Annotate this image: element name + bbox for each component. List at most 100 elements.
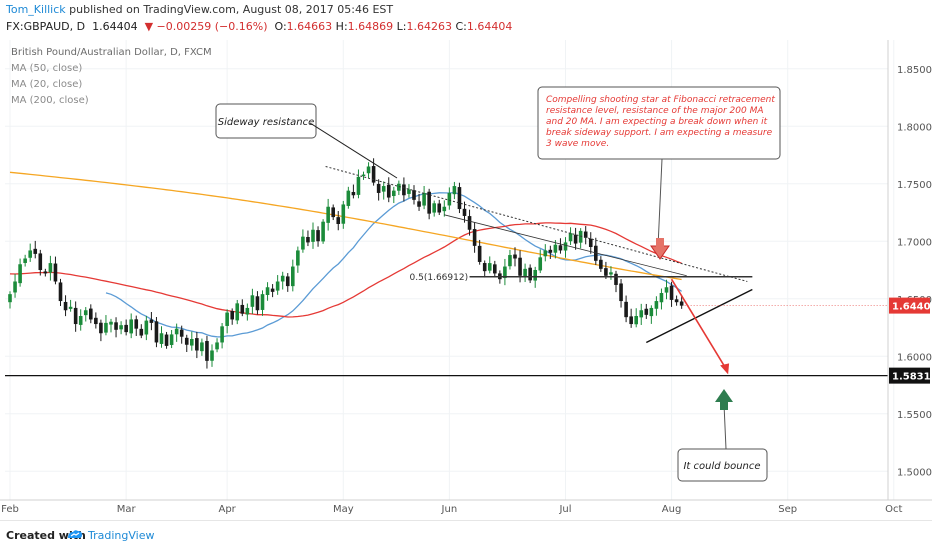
- tradingview-brand[interactable]: TradingView: [88, 529, 155, 542]
- candlestick[interactable]: [644, 303, 649, 319]
- candlestick[interactable]: [265, 282, 270, 301]
- candlestick[interactable]: [397, 180, 401, 196]
- candlestick[interactable]: [220, 322, 224, 349]
- candlestick[interactable]: [124, 319, 128, 336]
- candlestick[interactable]: [89, 304, 93, 324]
- candlestick[interactable]: [664, 279, 669, 300]
- candlestick[interactable]: [503, 258, 507, 286]
- candlestick[interactable]: [381, 181, 386, 200]
- candlestick[interactable]: [68, 299, 73, 312]
- candlestick[interactable]: [134, 315, 139, 336]
- candlestick[interactable]: [83, 307, 88, 322]
- candlestick[interactable]: [240, 299, 245, 317]
- candlestick[interactable]: [639, 303, 644, 325]
- candlestick[interactable]: [447, 187, 452, 210]
- candlestick[interactable]: [417, 193, 421, 211]
- candlestick[interactable]: [255, 291, 260, 315]
- candlestick[interactable]: [8, 291, 12, 309]
- candlestick[interactable]: [679, 295, 684, 309]
- candlestick[interactable]: [331, 204, 335, 221]
- candlestick[interactable]: [538, 249, 543, 274]
- candlestick[interactable]: [154, 317, 159, 348]
- candlestick[interactable]: [346, 186, 351, 209]
- candlestick[interactable]: [412, 185, 416, 205]
- candlestick[interactable]: [467, 209, 472, 236]
- candlestick[interactable]: [583, 226, 588, 245]
- candlestick[interactable]: [659, 288, 664, 310]
- candlestick[interactable]: [311, 222, 315, 249]
- candlestick[interactable]: [280, 271, 285, 290]
- candlestick[interactable]: [250, 288, 255, 315]
- candlestick[interactable]: [230, 308, 234, 325]
- candlestick[interactable]: [599, 256, 603, 272]
- candlestick[interactable]: [568, 227, 573, 245]
- candlestick[interactable]: [159, 326, 164, 348]
- candlestick[interactable]: [306, 230, 310, 247]
- candlestick[interactable]: [457, 182, 462, 214]
- candlestick[interactable]: [190, 331, 194, 351]
- candlestick[interactable]: [260, 290, 265, 316]
- candlestick[interactable]: [493, 260, 497, 278]
- candlestick[interactable]: [508, 249, 512, 270]
- candlestick[interactable]: [472, 222, 477, 253]
- candlestick[interactable]: [619, 279, 623, 308]
- candlestick[interactable]: [13, 273, 17, 298]
- candlestick[interactable]: [109, 318, 113, 333]
- candlestick[interactable]: [376, 179, 381, 201]
- candlestick[interactable]: [129, 313, 133, 339]
- candlestick[interactable]: [609, 266, 613, 280]
- candlestick[interactable]: [366, 162, 371, 179]
- candlestick[interactable]: [296, 246, 300, 273]
- candlestick[interactable]: [184, 334, 189, 352]
- candlestick[interactable]: [548, 245, 553, 259]
- candlestick[interactable]: [316, 226, 320, 247]
- candlestick[interactable]: [210, 344, 214, 367]
- candlestick[interactable]: [614, 270, 618, 293]
- candlestick[interactable]: [326, 198, 330, 231]
- candlestick[interactable]: [179, 325, 184, 344]
- candlestick[interactable]: [432, 200, 436, 217]
- candlestick[interactable]: [654, 296, 659, 316]
- candlestick[interactable]: [48, 255, 53, 281]
- candlestick[interactable]: [78, 309, 83, 331]
- candlestick[interactable]: [291, 259, 295, 292]
- candlestick[interactable]: [195, 331, 199, 359]
- candlestick[interactable]: [462, 201, 467, 223]
- candlestick[interactable]: [487, 256, 492, 274]
- candlestick[interactable]: [437, 199, 442, 216]
- candlestick[interactable]: [523, 263, 527, 283]
- candlestick[interactable]: [169, 330, 174, 349]
- candlestick[interactable]: [624, 295, 628, 323]
- candlestick[interactable]: [558, 238, 563, 254]
- candlestick[interactable]: [144, 315, 149, 341]
- candlestick[interactable]: [174, 323, 179, 342]
- candlestick[interactable]: [245, 303, 250, 321]
- candlestick[interactable]: [58, 278, 63, 306]
- candlestick[interactable]: [407, 184, 411, 198]
- candlestick[interactable]: [28, 243, 32, 262]
- candlestick[interactable]: [392, 186, 396, 204]
- candlestick[interactable]: [427, 188, 431, 220]
- candlestick[interactable]: [104, 315, 108, 336]
- candlestick[interactable]: [351, 184, 356, 199]
- candlestick[interactable]: [356, 169, 361, 199]
- candlestick[interactable]: [588, 232, 593, 254]
- candlestick[interactable]: [669, 281, 674, 307]
- candlestick[interactable]: [53, 256, 58, 285]
- candlestick[interactable]: [477, 239, 482, 265]
- candlestick[interactable]: [402, 177, 406, 202]
- candlestick[interactable]: [235, 299, 240, 325]
- price-chart[interactable]: 0.5(1.66912) 1.500001.550001.600001.6500…: [0, 40, 932, 520]
- candlestick[interactable]: [341, 200, 346, 229]
- candlestick[interactable]: [99, 319, 103, 342]
- candlestick[interactable]: [275, 275, 280, 295]
- candlestick[interactable]: [386, 177, 391, 203]
- candlestick[interactable]: [482, 260, 487, 278]
- candlestick[interactable]: [649, 305, 654, 324]
- candlestick[interactable]: [149, 311, 154, 331]
- candlestick[interactable]: [513, 247, 517, 267]
- candlestick[interactable]: [573, 227, 578, 250]
- candlestick[interactable]: [336, 211, 341, 231]
- candlestick[interactable]: [301, 229, 305, 253]
- candlestick[interactable]: [452, 181, 457, 200]
